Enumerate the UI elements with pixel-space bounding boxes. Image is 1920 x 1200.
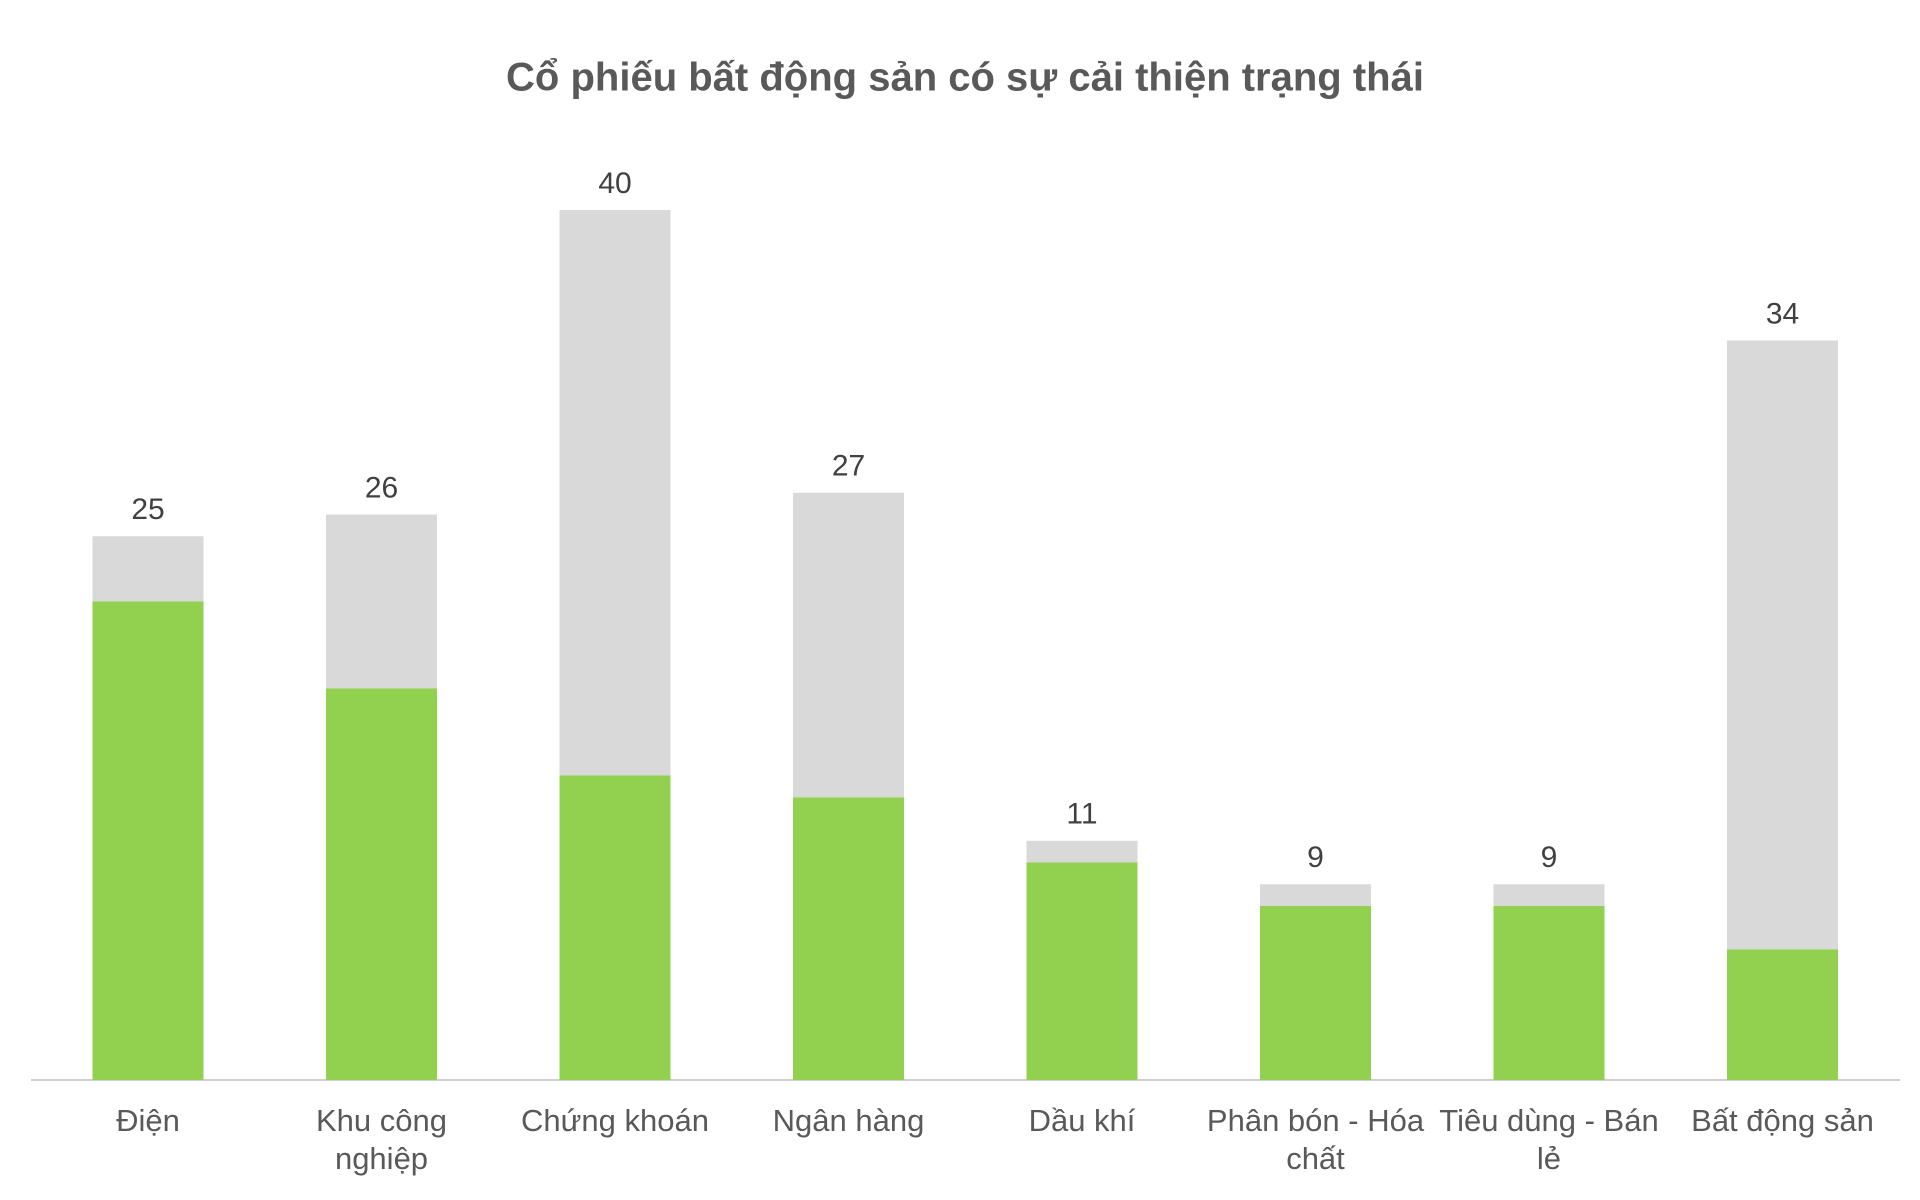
- x-tick-label: Ngân hàng: [772, 1103, 925, 1138]
- total-label: 26: [365, 471, 398, 504]
- bar-segment: [1493, 906, 1605, 1080]
- x-tick-label: Điện: [116, 1103, 180, 1138]
- bar-segment: [326, 514, 437, 689]
- total-label: 34: [1766, 297, 1799, 330]
- total-label: 25: [131, 493, 164, 526]
- x-tick-label: Bất động sản: [1691, 1103, 1874, 1138]
- total-label: 9: [1541, 841, 1558, 874]
- bar-segment: [793, 492, 904, 798]
- x-tick-label: Tiêu dùng - Bán lẻ: [1439, 1103, 1659, 1176]
- bar-segment: [92, 536, 204, 602]
- bar-segment: [1026, 862, 1138, 1080]
- total-label: 9: [1307, 841, 1324, 874]
- bar-segment: [92, 601, 204, 1080]
- bar-segment: [1493, 884, 1605, 906]
- total-label: 40: [598, 167, 631, 200]
- total-label: 27: [832, 450, 865, 483]
- bar-segment: [793, 797, 904, 1080]
- total-label: 11: [1066, 798, 1097, 831]
- x-tick-label: Dầu khí: [1028, 1103, 1136, 1138]
- bar-segment: [326, 688, 437, 1080]
- x-tick-label: Khu công nghiệp: [316, 1103, 447, 1176]
- bar-segment: [1727, 340, 1838, 950]
- bar-segment: [559, 775, 671, 1080]
- chart-title: Cổ phiếu bất động sản có sự cải thiện tr…: [506, 56, 1424, 100]
- x-tick-label: Phân bón - Hóa chất: [1206, 1103, 1425, 1176]
- bar-segment: [1026, 840, 1138, 863]
- bar-segment: [1260, 906, 1371, 1080]
- x-tick-label: Chứng khoán: [521, 1103, 709, 1138]
- bar-segment: [1260, 884, 1371, 906]
- bar-segment: [559, 210, 671, 776]
- bar-segment: [1727, 949, 1838, 1080]
